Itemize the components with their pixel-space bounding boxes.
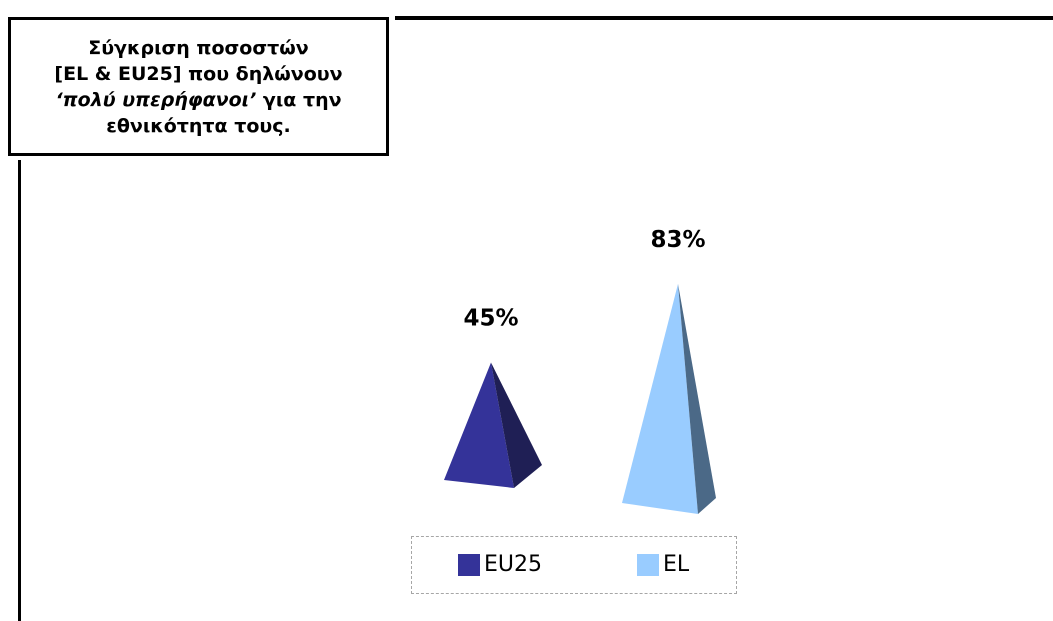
data-label-eu25: 45%	[463, 306, 518, 332]
legend-swatch-el	[637, 554, 659, 576]
pyramid-el-front-face	[622, 283, 698, 514]
legend-swatch-eu25	[458, 554, 480, 576]
chart-title-line-3-italic: ‘πολύ υπερήφανοι’	[55, 88, 257, 111]
chart-legend: EU25 EL	[411, 536, 737, 594]
legend-label-eu25: EU25	[484, 552, 542, 577]
frame-left-border	[18, 160, 21, 621]
frame-top-border	[395, 16, 1053, 20]
chart-title-line-4: εθνικότητα τους.	[106, 114, 291, 137]
chart-title-box: Σύγκριση ποσοστών [EL & EU25] που δηλώνο…	[8, 17, 389, 156]
data-label-el: 83%	[650, 227, 705, 253]
legend-label-el: EL	[663, 552, 690, 577]
chart-title-line-1: Σύγκριση ποσοστών	[88, 36, 309, 59]
chart-title-line-2: [EL & EU25] που δηλώνουν	[54, 62, 343, 85]
pyramid-eu25-side-face	[491, 362, 542, 488]
chart-title: Σύγκριση ποσοστών [EL & EU25] που δηλώνο…	[48, 35, 348, 139]
legend-item-el: EL	[637, 554, 689, 576]
pyramid-el-side-face	[678, 283, 716, 514]
chart-title-line-3-rest: για την	[256, 88, 342, 111]
legend-item-eu25: EU25	[458, 554, 542, 576]
pyramid-eu25-front-face	[444, 362, 514, 488]
